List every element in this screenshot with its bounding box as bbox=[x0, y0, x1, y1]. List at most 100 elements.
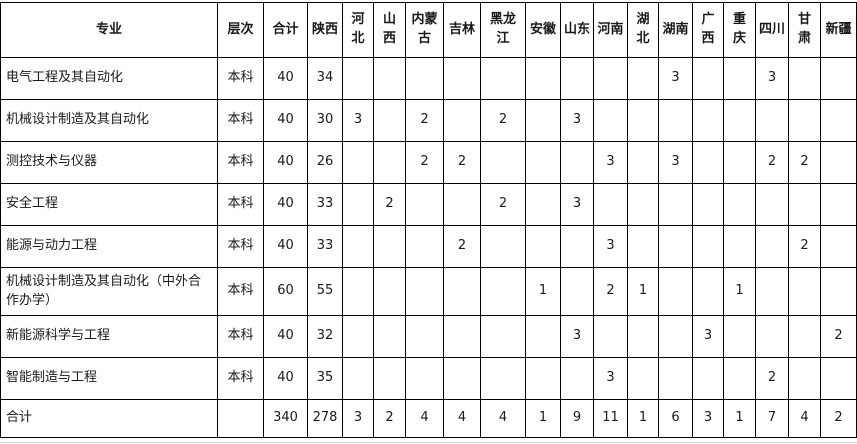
cell-shandong: 9 bbox=[560, 399, 594, 438]
table-header-row: 专业 层次 合计 陕西 河北 山西 内蒙古 吉林 黑龙江 安徽 山东 河南 湖北 湖南 广西 重庆 四川 甘肃 新疆 bbox=[0, 2, 857, 58]
col-header-xinjiang: 新疆 bbox=[820, 2, 857, 58]
cell-level: 本科 bbox=[217, 267, 264, 316]
cell-sichuan: 7 bbox=[755, 399, 789, 438]
cell-sichuan bbox=[755, 99, 789, 142]
cell-hebei bbox=[342, 315, 374, 358]
cell-hebei bbox=[342, 141, 374, 184]
col-header-heilongjiang: 黑龙江 bbox=[480, 2, 526, 58]
cell-shaanxi: 33 bbox=[307, 183, 343, 226]
cell-major: 能源与动力工程 bbox=[0, 225, 218, 268]
cell-gansu: 2 bbox=[788, 225, 821, 268]
cell-hebei: 3 bbox=[342, 99, 374, 142]
cell-level: 本科 bbox=[217, 57, 264, 100]
cell-major: 机械设计制造及其自动化 bbox=[0, 99, 218, 142]
cell-jilin bbox=[443, 183, 481, 226]
cell-shanxi: 2 bbox=[373, 183, 406, 226]
cell-level: 本科 bbox=[217, 183, 264, 226]
cell-guangxi bbox=[692, 99, 724, 142]
cell-chongqing bbox=[723, 357, 756, 400]
cell-jilin bbox=[443, 57, 481, 100]
cell-heilongjiang bbox=[480, 357, 526, 400]
table-row: 智能制造与工程 本科 40 35 3 2 bbox=[0, 357, 857, 400]
col-header-level: 层次 bbox=[217, 2, 264, 58]
cell-chongqing: 1 bbox=[723, 267, 756, 316]
cell-heilongjiang bbox=[480, 141, 526, 184]
cell-anhui bbox=[525, 225, 561, 268]
cell-henan: 2 bbox=[593, 267, 628, 316]
col-header-hebei: 河北 bbox=[342, 2, 374, 58]
cell-hebei: 3 bbox=[342, 399, 374, 438]
cell-hunan: 3 bbox=[658, 57, 693, 100]
cell-heilongjiang bbox=[480, 225, 526, 268]
col-header-major: 专业 bbox=[0, 2, 218, 58]
col-header-anhui: 安徽 bbox=[525, 2, 561, 58]
cell-henan: 3 bbox=[593, 357, 628, 400]
cell-total: 60 bbox=[263, 267, 308, 316]
table-row: 安全工程 本科 40 33 2 2 3 bbox=[0, 183, 857, 226]
cell-henan bbox=[593, 183, 628, 226]
cell-total: 40 bbox=[263, 357, 308, 400]
cell-sichuan: 3 bbox=[755, 57, 789, 100]
cell-hunan bbox=[658, 267, 693, 316]
table-row: 电气工程及其自动化 本科 40 34 3 3 bbox=[0, 57, 857, 100]
cell-shanxi bbox=[373, 57, 406, 100]
cell-hebei bbox=[342, 183, 374, 226]
cell-heilongjiang bbox=[480, 57, 526, 100]
cell-sichuan: 2 bbox=[755, 357, 789, 400]
col-header-jilin: 吉林 bbox=[443, 2, 481, 58]
cell-chongqing bbox=[723, 57, 756, 100]
cell-guangxi bbox=[692, 183, 724, 226]
cell-major: 测控技术与仪器 bbox=[0, 141, 218, 184]
cell-anhui bbox=[525, 141, 561, 184]
cell-major: 安全工程 bbox=[0, 183, 218, 226]
col-header-hubei: 湖北 bbox=[627, 2, 659, 58]
cell-major: 机械设计制造及其自动化（中外合作办学） bbox=[0, 267, 218, 316]
cell-xinjiang: 2 bbox=[820, 315, 857, 358]
cell-shanxi bbox=[373, 225, 406, 268]
cell-chongqing bbox=[723, 183, 756, 226]
cell-major: 智能制造与工程 bbox=[0, 357, 218, 400]
cell-guangxi bbox=[692, 357, 724, 400]
table-row: 测控技术与仪器 本科 40 26 2 2 3 3 2 2 bbox=[0, 141, 857, 184]
cell-hunan: 3 bbox=[658, 141, 693, 184]
cell-shanxi bbox=[373, 315, 406, 358]
col-header-shaanxi: 陕西 bbox=[307, 2, 343, 58]
cell-shandong bbox=[560, 225, 594, 268]
cell-shandong: 3 bbox=[560, 99, 594, 142]
cell-hebei bbox=[342, 57, 374, 100]
cell-hebei bbox=[342, 357, 374, 400]
cell-guangxi: 3 bbox=[692, 399, 724, 438]
col-header-hunan: 湖南 bbox=[658, 2, 693, 58]
cell-heilongjiang bbox=[480, 267, 526, 316]
cell-chongqing bbox=[723, 141, 756, 184]
cell-total: 40 bbox=[263, 315, 308, 358]
cell-gansu bbox=[788, 99, 821, 142]
bottom-gridline bbox=[0, 442, 857, 443]
cell-sichuan bbox=[755, 315, 789, 358]
cell-chongqing bbox=[723, 225, 756, 268]
cell-henan: 3 bbox=[593, 141, 628, 184]
cell-shaanxi: 32 bbox=[307, 315, 343, 358]
cell-level: 本科 bbox=[217, 99, 264, 142]
cell-sichuan: 2 bbox=[755, 141, 789, 184]
cell-gansu bbox=[788, 357, 821, 400]
cell-shandong bbox=[560, 357, 594, 400]
table-row: 能源与动力工程 本科 40 33 2 3 2 bbox=[0, 225, 857, 268]
cell-hubei: 1 bbox=[627, 399, 659, 438]
cell-henan: 3 bbox=[593, 225, 628, 268]
cell-shandong bbox=[560, 267, 594, 316]
cell-neimenggu bbox=[405, 267, 444, 316]
cell-shaanxi: 35 bbox=[307, 357, 343, 400]
cell-level: 本科 bbox=[217, 357, 264, 400]
cell-xinjiang bbox=[820, 225, 857, 268]
cell-sichuan bbox=[755, 225, 789, 268]
cell-total: 40 bbox=[263, 225, 308, 268]
cell-heilongjiang: 4 bbox=[480, 399, 526, 438]
cell-henan bbox=[593, 57, 628, 100]
cell-total: 40 bbox=[263, 57, 308, 100]
cell-guangxi bbox=[692, 225, 724, 268]
cell-shandong bbox=[560, 141, 594, 184]
cell-gansu: 4 bbox=[788, 399, 821, 438]
cell-total: 40 bbox=[263, 183, 308, 226]
cell-jilin bbox=[443, 315, 481, 358]
